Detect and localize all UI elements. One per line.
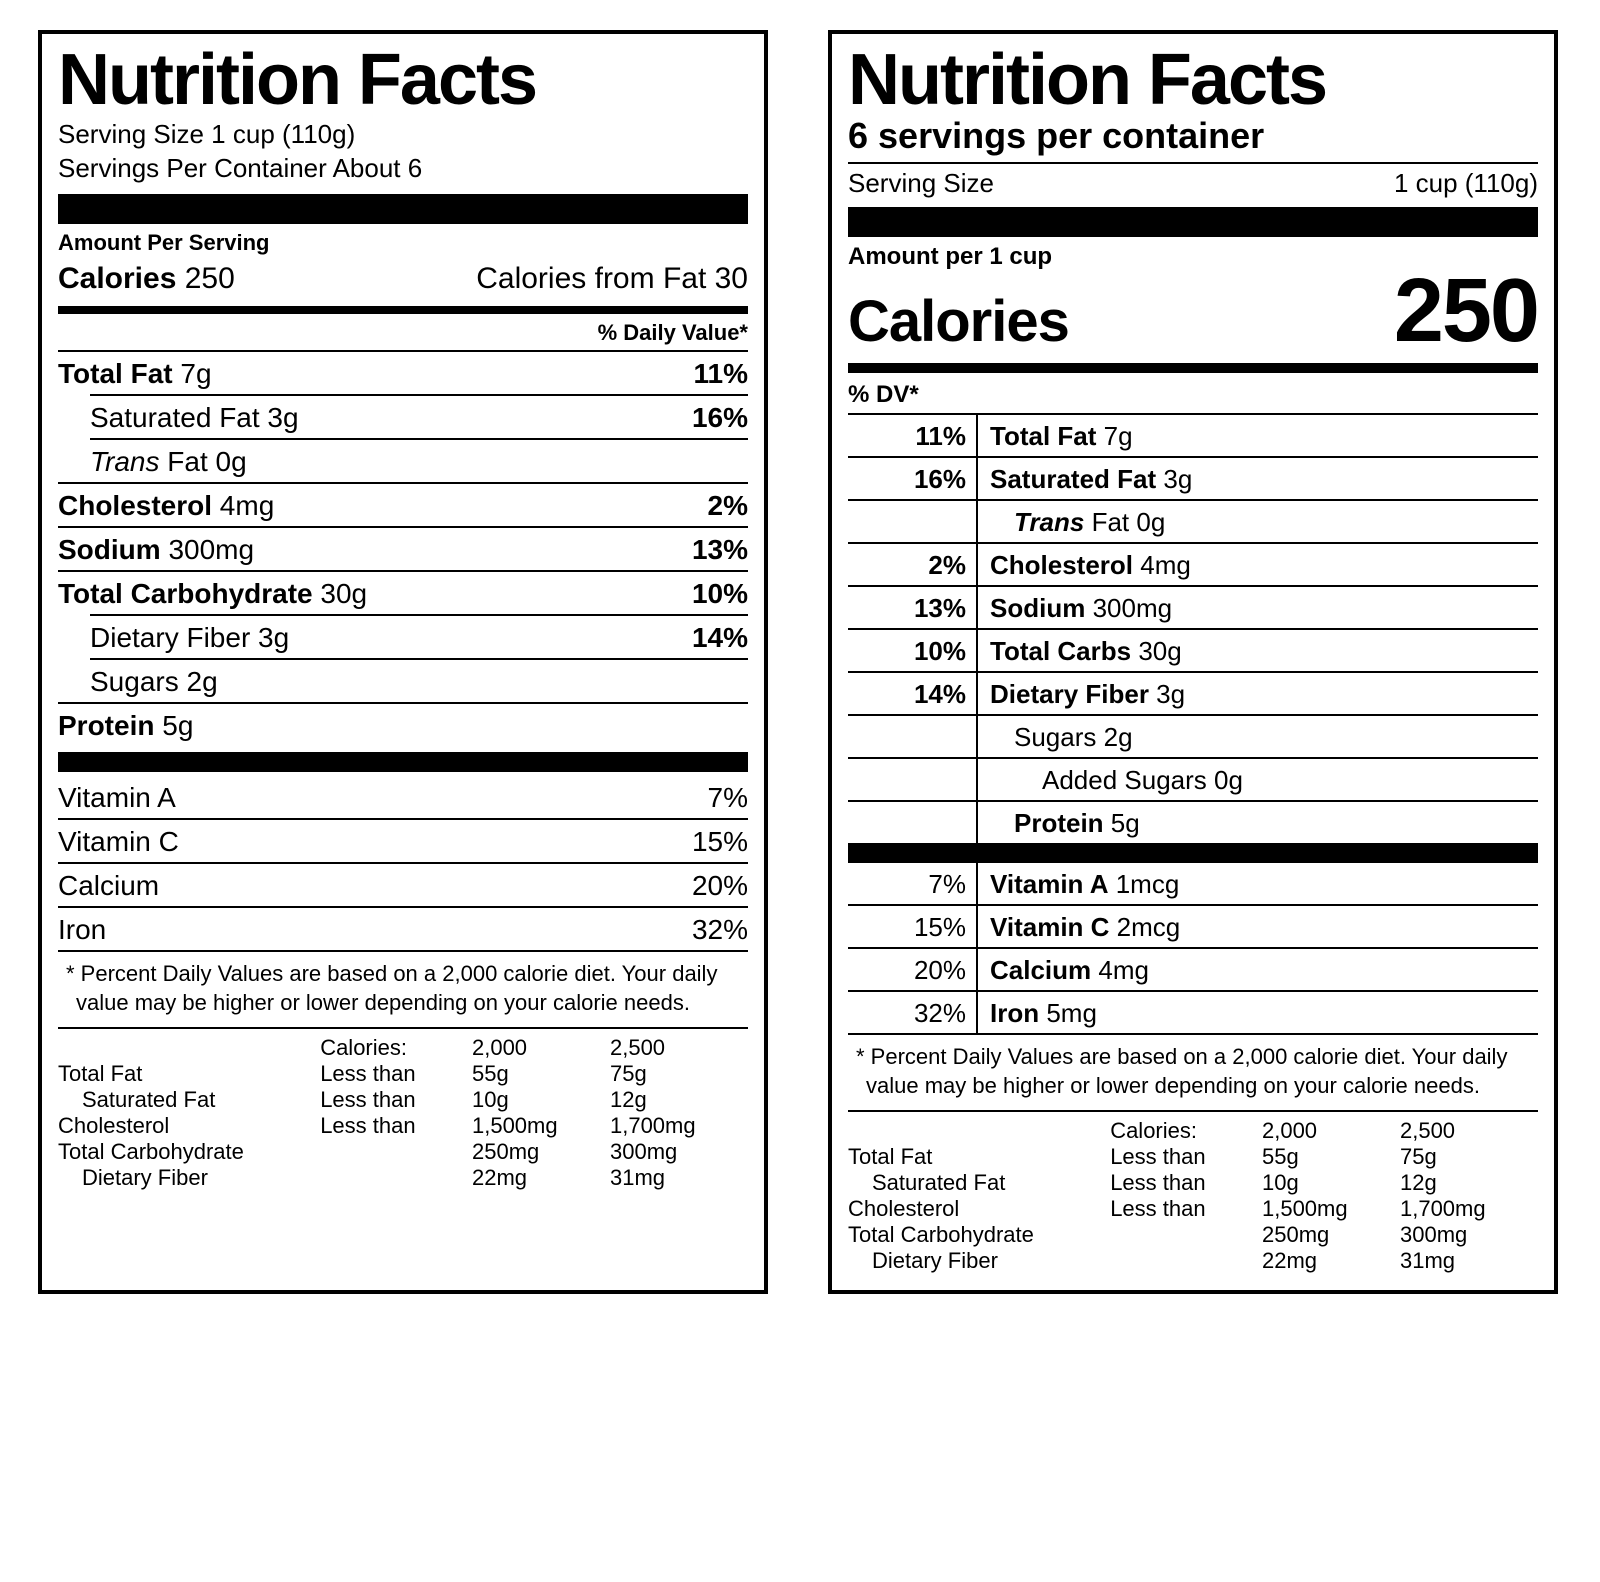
calories-row: Calories 250 Calories from Fat 30 [58, 256, 748, 314]
nutrient-row: Trans Fat 0g [58, 440, 748, 482]
nutrition-label-new: Nutrition Facts 6 servings per container… [828, 30, 1558, 1294]
serving-size: Serving Size 1 cup (110g) [58, 118, 748, 152]
ref-table-row: Dietary Fiber22mg31mg [58, 1165, 748, 1191]
vitamin-row: Vitamin C15% [58, 818, 748, 862]
servings-per-container: 6 servings per container [848, 116, 1538, 156]
nutrient-row: Added Sugars 0g [848, 757, 1538, 800]
nutrient-row: 11%Total Fat 7g [848, 413, 1538, 456]
footnote: * Percent Daily Values are based on a 2,… [58, 950, 748, 1017]
serving-size-row: Serving Size 1 cup (110g) [848, 168, 1538, 199]
reference-table: Calories:2,0002,500Total FatLess than55g… [58, 1027, 748, 1191]
nutrient-row: Sugars 2g [848, 714, 1538, 757]
calories-value: 250 [185, 262, 235, 295]
calories-row: Calories 250 [848, 271, 1538, 373]
servings-per-container: Servings Per Container About 6 [58, 152, 748, 186]
nutrient-row: Saturated Fat 3g16% [58, 396, 748, 438]
vitamin-row: Vitamin A7% [58, 776, 748, 818]
ref-table-row: Saturated FatLess than10g12g [58, 1087, 748, 1113]
vitamin-list: Vitamin A7%Vitamin C15%Calcium20%Iron32% [58, 776, 748, 950]
rule-thin [848, 162, 1538, 164]
ref-table-row: Saturated FatLess than10g12g [848, 1170, 1538, 1196]
nutrient-row: 10%Total Carbs 30g [848, 628, 1538, 671]
nutrient-row: 14%Dietary Fiber 3g [848, 671, 1538, 714]
serving-size-label: Serving Size [848, 168, 994, 199]
calories-from-fat: Calories from Fat 30 [476, 262, 748, 296]
vitamin-row: 32%Iron 5mg [848, 990, 1538, 1033]
dv-header: % Daily Value* [58, 314, 748, 350]
nutrient-list: 11%Total Fat 7g16%Saturated Fat 3gTrans … [848, 413, 1538, 843]
rule-thick [848, 207, 1538, 237]
amount-per-serving: Amount Per Serving [58, 230, 748, 256]
ref-table-row: CholesterolLess than1,500mg1,700mg [58, 1113, 748, 1139]
footnote: * Percent Daily Values are based on a 2,… [848, 1033, 1538, 1100]
vitamin-row: Iron32% [58, 906, 748, 950]
nutrient-row: Protein 5g [848, 800, 1538, 843]
calories-value: 250 [1394, 271, 1538, 352]
title: Nutrition Facts [58, 46, 748, 114]
nutrient-row: Protein 5g [58, 702, 748, 746]
title: Nutrition Facts [848, 46, 1538, 114]
vitamin-row: Calcium20% [58, 862, 748, 906]
nutrient-row: 16%Saturated Fat 3g [848, 456, 1538, 499]
ref-table-row: Total FatLess than55g75g [58, 1061, 748, 1087]
nutrient-row: 13%Sodium 300mg [848, 585, 1538, 628]
nutrient-row: 2%Cholesterol 4mg [848, 542, 1538, 585]
nutrition-label-old: Nutrition Facts Serving Size 1 cup (110g… [38, 30, 768, 1294]
ref-table-row: Dietary Fiber22mg31mg [848, 1248, 1538, 1274]
vitamin-row: 7%Vitamin A 1mcg [848, 863, 1538, 904]
ref-table-row: Total Carbohydrate250mg300mg [58, 1139, 748, 1165]
ref-table-row: CholesterolLess than1,500mg1,700mg [848, 1196, 1538, 1222]
rule-thick [58, 194, 748, 224]
dv-header: % DV* [848, 373, 1538, 413]
nutrient-row: Sodium 300mg13% [58, 526, 748, 570]
vitamin-row: 15%Vitamin C 2mcg [848, 904, 1538, 947]
nutrient-row: Dietary Fiber 3g14% [58, 616, 748, 658]
reference-table: Calories:2,0002,500Total FatLess than55g… [848, 1110, 1538, 1274]
nutrient-row: Total Fat 7g11% [58, 350, 748, 394]
ref-table-row: Total FatLess than55g75g [848, 1144, 1538, 1170]
vitamin-list: 7%Vitamin A 1mcg15%Vitamin C 2mcg20%Calc… [848, 843, 1538, 1033]
vitamin-row: 20%Calcium 4mg [848, 947, 1538, 990]
nutrient-row: Trans Fat 0g [848, 499, 1538, 542]
nutrient-row: Cholesterol 4mg2% [58, 482, 748, 526]
rule-thick-mid [58, 752, 748, 772]
calories-label: Calories [58, 262, 176, 295]
calories-label: Calories [848, 288, 1069, 355]
nutrient-row: Sugars 2g [58, 660, 748, 702]
ref-table-row: Total Carbohydrate250mg300mg [848, 1222, 1538, 1248]
nutrient-list: Total Fat 7g11%Saturated Fat 3g16%Trans … [58, 350, 748, 746]
serving-size-value: 1 cup (110g) [1394, 168, 1538, 199]
nutrient-row: Total Carbohydrate 30g10% [58, 570, 748, 614]
